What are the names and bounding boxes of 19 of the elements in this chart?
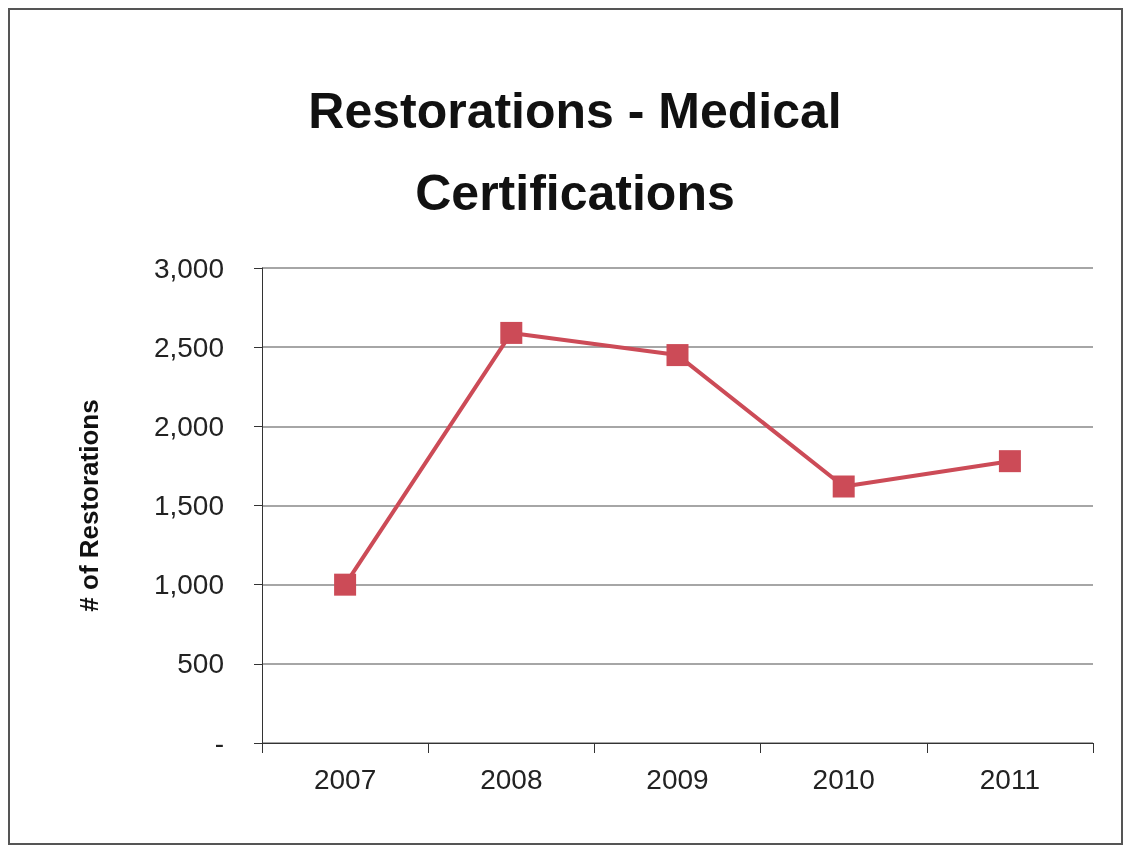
y-tick-label: 2,000 xyxy=(153,410,224,442)
y-tick-label: 1,000 xyxy=(153,569,224,601)
chart-title: Restorations - Medical Certifications xyxy=(308,83,842,221)
x-tick-label: 2008 xyxy=(480,763,543,795)
y-tick-label: 3,000 xyxy=(153,252,224,284)
y-axis-title: # of Restorations xyxy=(74,399,104,612)
x-tick-label: 2010 xyxy=(812,763,875,795)
point xyxy=(832,475,855,498)
y-tick-label: 1,500 xyxy=(153,490,224,521)
x-tick-label: 2007 xyxy=(313,763,377,795)
point xyxy=(334,573,357,596)
point xyxy=(500,321,523,344)
y-tick-label: 500 xyxy=(177,648,224,680)
point xyxy=(998,450,1021,473)
point xyxy=(666,344,689,367)
x-tick-label: 2009 xyxy=(646,763,709,795)
y-tick-label: 2,500 xyxy=(153,331,224,363)
y-tick-label: - xyxy=(214,727,224,759)
x-tick-label: 2011 xyxy=(979,763,1041,795)
